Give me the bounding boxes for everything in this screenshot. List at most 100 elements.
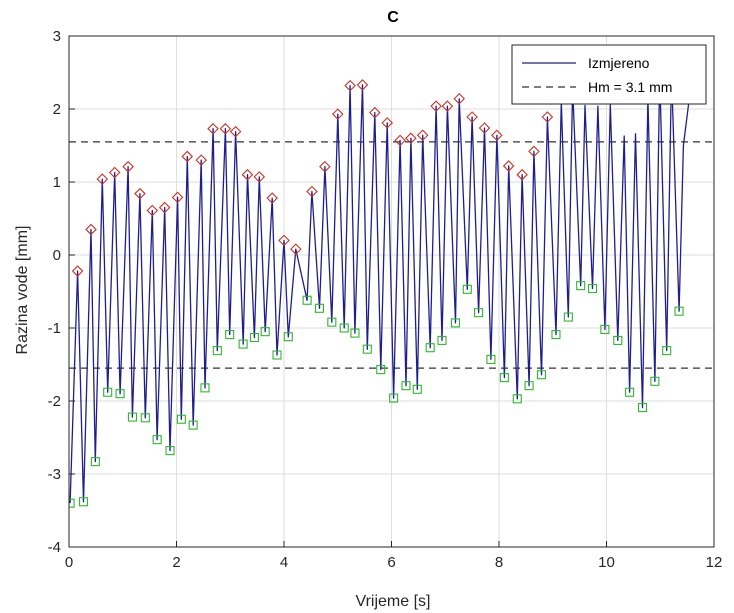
crest-marker: [453, 93, 466, 105]
trough-marker: [225, 330, 235, 340]
trough-marker: [536, 370, 547, 380]
crest-marker: [146, 204, 159, 217]
trough-marker: [200, 383, 210, 393]
trough-marker: [165, 446, 175, 456]
trough-marker: [302, 295, 312, 305]
trough-marker: [650, 376, 660, 386]
series-izmjereno: [69, 71, 691, 504]
crest-marker: [195, 154, 208, 166]
trough-marker: [625, 387, 635, 397]
legend: Izmjereno Hm = 3.1 mm: [511, 44, 707, 105]
trough-marker: [576, 281, 586, 291]
crest-marker: [331, 108, 344, 120]
crest-marker: [229, 125, 242, 138]
crest-marker: [278, 234, 290, 247]
crest-marker: [502, 160, 515, 172]
trough-marker: [563, 312, 573, 322]
crest-marker: [441, 100, 454, 112]
crest-marker: [394, 134, 406, 147]
trough-marker: [412, 384, 422, 394]
x-tick-label: 0: [65, 554, 73, 571]
trough-marker: [674, 306, 684, 316]
trough-marker: [78, 497, 89, 507]
trough-marker: [600, 324, 610, 335]
legend-box: [511, 44, 707, 105]
crest-marker: [219, 122, 232, 135]
crest-marker: [266, 192, 278, 204]
crest-marker: [85, 223, 97, 236]
x-tick-label: 6: [387, 554, 395, 571]
x-tick-label: 8: [495, 554, 503, 571]
crest-marker: [466, 111, 478, 123]
trough-marker: [176, 414, 186, 424]
trough-marker: [450, 318, 461, 328]
y-tick-label: 3: [53, 28, 61, 45]
crest-marker: [528, 145, 540, 158]
series-line: [69, 71, 691, 504]
trough-marker: [362, 344, 372, 354]
trough-marker: [376, 365, 386, 375]
trough-marker: [127, 412, 137, 422]
trough-marker: [401, 381, 411, 391]
x-tick-label: 4: [280, 554, 288, 571]
x-tick-label: 2: [172, 554, 180, 571]
trough-marker: [462, 284, 472, 294]
trough-marker: [613, 335, 623, 345]
trough-marker: [188, 420, 198, 430]
trough-marker: [249, 332, 259, 343]
crest-marker: [96, 173, 109, 185]
x-tick-label: 12: [706, 554, 723, 571]
crest-marker: [319, 160, 331, 173]
crest-marker: [541, 111, 554, 123]
y-tick-label: 2: [53, 101, 61, 118]
legend-label-measured: Izmjereno: [588, 55, 650, 71]
crest-marker: [478, 122, 491, 134]
crest-marker: [491, 129, 503, 142]
crest-marker: [71, 265, 84, 277]
x-tick-label: 10: [598, 554, 615, 571]
trough-marker: [103, 387, 113, 397]
crest-marker: [306, 185, 318, 198]
y-tick-label: 0: [53, 247, 61, 264]
crest-marker: [369, 106, 381, 119]
crest-marker: [416, 129, 429, 142]
trough-marker: [152, 435, 162, 445]
y-tick-label: -2: [48, 393, 61, 410]
crest-marker: [181, 150, 194, 163]
y-ticks: -4 -3 -2 -1 0 1 2 3: [48, 28, 75, 556]
trough-marker: [389, 393, 399, 403]
x-ticks: 0 2 4 6 8 10 12: [65, 541, 723, 571]
trough-marker: [314, 303, 325, 313]
crest-marker: [207, 122, 219, 135]
crest-marker: [516, 168, 528, 181]
trough-marker: [524, 381, 534, 391]
trough-marker: [327, 317, 337, 327]
trough-marker: [69, 498, 75, 508]
x-axis-label: Vrijeme [s]: [356, 593, 431, 610]
trough-marker: [90, 457, 100, 467]
crest-marker: [134, 187, 146, 200]
crest-marker: [158, 201, 171, 214]
trough-marker: [551, 330, 561, 340]
trough-marker: [512, 394, 522, 404]
trough-marker: [587, 284, 598, 294]
chart-title: C: [387, 9, 399, 26]
markers: [69, 79, 684, 508]
legend-label-hm: Hm = 3.1 mm: [588, 79, 672, 95]
crest-marker: [108, 166, 121, 179]
trough-marker: [283, 332, 293, 342]
trough-marker: [662, 346, 672, 356]
trough-marker: [115, 389, 125, 399]
trough-marker: [474, 308, 484, 318]
crest-marker: [430, 100, 442, 112]
trough-marker: [272, 350, 282, 360]
crest-marker: [171, 191, 184, 204]
trough-marker: [260, 327, 270, 337]
crest-marker: [290, 243, 302, 255]
crest-marker: [356, 79, 369, 91]
trough-marker: [339, 323, 349, 333]
trough-marker: [499, 373, 509, 383]
crest-marker: [381, 117, 393, 129]
trough-marker: [212, 346, 222, 356]
